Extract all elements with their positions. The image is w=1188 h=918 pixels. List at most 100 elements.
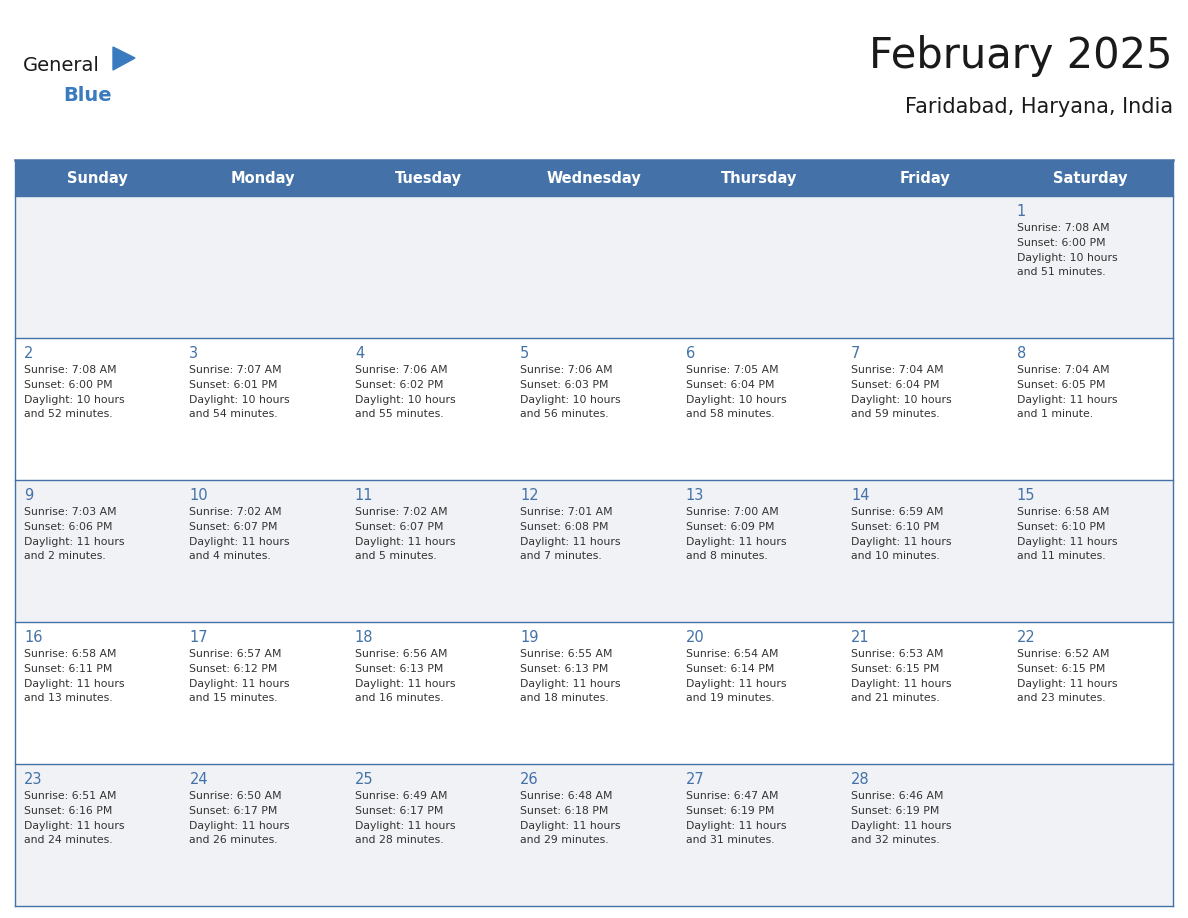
Text: Sunset: 6:17 PM: Sunset: 6:17 PM <box>189 806 278 816</box>
Text: 11: 11 <box>355 488 373 503</box>
Bar <box>15 764 1173 906</box>
Text: Sunrise: 7:07 AM: Sunrise: 7:07 AM <box>189 365 282 375</box>
Text: February 2025: February 2025 <box>870 35 1173 77</box>
Text: Daylight: 11 hours: Daylight: 11 hours <box>685 537 786 546</box>
Text: Daylight: 11 hours: Daylight: 11 hours <box>851 678 952 688</box>
Text: Sunrise: 7:03 AM: Sunrise: 7:03 AM <box>24 507 116 517</box>
Text: Saturday: Saturday <box>1053 171 1127 185</box>
Text: Sunset: 6:15 PM: Sunset: 6:15 PM <box>1017 664 1105 674</box>
Text: and 59 minutes.: and 59 minutes. <box>851 409 940 420</box>
Text: 25: 25 <box>355 772 373 787</box>
Text: Daylight: 10 hours: Daylight: 10 hours <box>355 395 455 405</box>
Text: Sunrise: 7:02 AM: Sunrise: 7:02 AM <box>189 507 282 517</box>
Text: and 7 minutes.: and 7 minutes. <box>520 552 602 562</box>
Bar <box>15 196 1173 338</box>
Text: Sunset: 6:04 PM: Sunset: 6:04 PM <box>685 380 775 390</box>
Text: Daylight: 11 hours: Daylight: 11 hours <box>189 678 290 688</box>
Text: Sunrise: 7:02 AM: Sunrise: 7:02 AM <box>355 507 448 517</box>
Text: Blue: Blue <box>63 85 112 105</box>
Text: Sunset: 6:00 PM: Sunset: 6:00 PM <box>1017 238 1105 248</box>
Text: Sunrise: 7:06 AM: Sunrise: 7:06 AM <box>520 365 613 375</box>
Text: 15: 15 <box>1017 488 1035 503</box>
Text: 5: 5 <box>520 346 530 361</box>
Text: Sunrise: 6:56 AM: Sunrise: 6:56 AM <box>355 649 448 659</box>
Text: Sunrise: 6:51 AM: Sunrise: 6:51 AM <box>24 791 116 801</box>
Text: 7: 7 <box>851 346 860 361</box>
Text: Daylight: 11 hours: Daylight: 11 hours <box>24 821 125 831</box>
Text: Sunset: 6:04 PM: Sunset: 6:04 PM <box>851 380 940 390</box>
Text: Sunset: 6:07 PM: Sunset: 6:07 PM <box>355 521 443 532</box>
Text: Daylight: 11 hours: Daylight: 11 hours <box>355 678 455 688</box>
Text: Sunrise: 6:58 AM: Sunrise: 6:58 AM <box>24 649 116 659</box>
Text: Friday: Friday <box>899 171 950 185</box>
Text: and 8 minutes.: and 8 minutes. <box>685 552 767 562</box>
Text: and 28 minutes.: and 28 minutes. <box>355 835 443 845</box>
Text: Sunset: 6:00 PM: Sunset: 6:00 PM <box>24 380 113 390</box>
Text: Monday: Monday <box>230 171 296 185</box>
Text: and 2 minutes.: and 2 minutes. <box>24 552 106 562</box>
Text: 3: 3 <box>189 346 198 361</box>
Text: Sunrise: 7:01 AM: Sunrise: 7:01 AM <box>520 507 613 517</box>
Text: and 5 minutes.: and 5 minutes. <box>355 552 437 562</box>
Text: 2: 2 <box>24 346 33 361</box>
Text: Tuesday: Tuesday <box>396 171 462 185</box>
Text: Sunset: 6:13 PM: Sunset: 6:13 PM <box>520 664 608 674</box>
Text: Sunset: 6:07 PM: Sunset: 6:07 PM <box>189 521 278 532</box>
Text: Faridabad, Haryana, India: Faridabad, Haryana, India <box>905 97 1173 117</box>
Text: and 58 minutes.: and 58 minutes. <box>685 409 775 420</box>
Text: and 52 minutes.: and 52 minutes. <box>24 409 113 420</box>
Text: Daylight: 11 hours: Daylight: 11 hours <box>1017 678 1117 688</box>
Text: Daylight: 11 hours: Daylight: 11 hours <box>355 821 455 831</box>
Text: and 56 minutes.: and 56 minutes. <box>520 409 609 420</box>
Text: General: General <box>23 55 100 74</box>
Text: and 11 minutes.: and 11 minutes. <box>1017 552 1105 562</box>
Text: Sunrise: 7:00 AM: Sunrise: 7:00 AM <box>685 507 778 517</box>
Text: and 32 minutes.: and 32 minutes. <box>851 835 940 845</box>
Text: 1: 1 <box>1017 204 1025 219</box>
Bar <box>15 160 1173 196</box>
Text: Daylight: 11 hours: Daylight: 11 hours <box>24 537 125 546</box>
Text: and 29 minutes.: and 29 minutes. <box>520 835 609 845</box>
Text: 17: 17 <box>189 630 208 645</box>
Text: Sunset: 6:10 PM: Sunset: 6:10 PM <box>1017 521 1105 532</box>
Text: Daylight: 10 hours: Daylight: 10 hours <box>851 395 952 405</box>
Text: and 24 minutes.: and 24 minutes. <box>24 835 113 845</box>
Text: Daylight: 11 hours: Daylight: 11 hours <box>189 821 290 831</box>
Text: and 51 minutes.: and 51 minutes. <box>1017 267 1105 277</box>
Polygon shape <box>113 47 135 70</box>
Text: Daylight: 10 hours: Daylight: 10 hours <box>24 395 125 405</box>
Text: Sunrise: 7:04 AM: Sunrise: 7:04 AM <box>851 365 943 375</box>
Text: Sunset: 6:09 PM: Sunset: 6:09 PM <box>685 521 775 532</box>
Text: Sunset: 6:15 PM: Sunset: 6:15 PM <box>851 664 940 674</box>
Text: and 23 minutes.: and 23 minutes. <box>1017 693 1105 703</box>
Text: Sunrise: 7:08 AM: Sunrise: 7:08 AM <box>1017 223 1110 233</box>
Text: 24: 24 <box>189 772 208 787</box>
Bar <box>15 480 1173 622</box>
Text: Daylight: 11 hours: Daylight: 11 hours <box>851 821 952 831</box>
Text: Sunrise: 6:48 AM: Sunrise: 6:48 AM <box>520 791 613 801</box>
Text: Daylight: 10 hours: Daylight: 10 hours <box>520 395 621 405</box>
Text: Sunset: 6:03 PM: Sunset: 6:03 PM <box>520 380 608 390</box>
Text: Daylight: 10 hours: Daylight: 10 hours <box>685 395 786 405</box>
Text: 12: 12 <box>520 488 539 503</box>
Text: Sunset: 6:12 PM: Sunset: 6:12 PM <box>189 664 278 674</box>
Text: Daylight: 11 hours: Daylight: 11 hours <box>851 537 952 546</box>
Text: 27: 27 <box>685 772 704 787</box>
Text: and 15 minutes.: and 15 minutes. <box>189 693 278 703</box>
Text: Sunset: 6:10 PM: Sunset: 6:10 PM <box>851 521 940 532</box>
Text: Sunset: 6:19 PM: Sunset: 6:19 PM <box>685 806 775 816</box>
Text: Sunrise: 6:46 AM: Sunrise: 6:46 AM <box>851 791 943 801</box>
Text: 18: 18 <box>355 630 373 645</box>
Text: 26: 26 <box>520 772 539 787</box>
Bar <box>15 622 1173 764</box>
Text: 4: 4 <box>355 346 364 361</box>
Text: Sunset: 6:13 PM: Sunset: 6:13 PM <box>355 664 443 674</box>
Text: Sunrise: 7:06 AM: Sunrise: 7:06 AM <box>355 365 448 375</box>
Text: and 18 minutes.: and 18 minutes. <box>520 693 609 703</box>
Text: and 4 minutes.: and 4 minutes. <box>189 552 271 562</box>
Text: and 55 minutes.: and 55 minutes. <box>355 409 443 420</box>
Text: Daylight: 10 hours: Daylight: 10 hours <box>189 395 290 405</box>
Text: Daylight: 10 hours: Daylight: 10 hours <box>1017 252 1117 263</box>
Text: 19: 19 <box>520 630 539 645</box>
Text: Sunrise: 7:05 AM: Sunrise: 7:05 AM <box>685 365 778 375</box>
